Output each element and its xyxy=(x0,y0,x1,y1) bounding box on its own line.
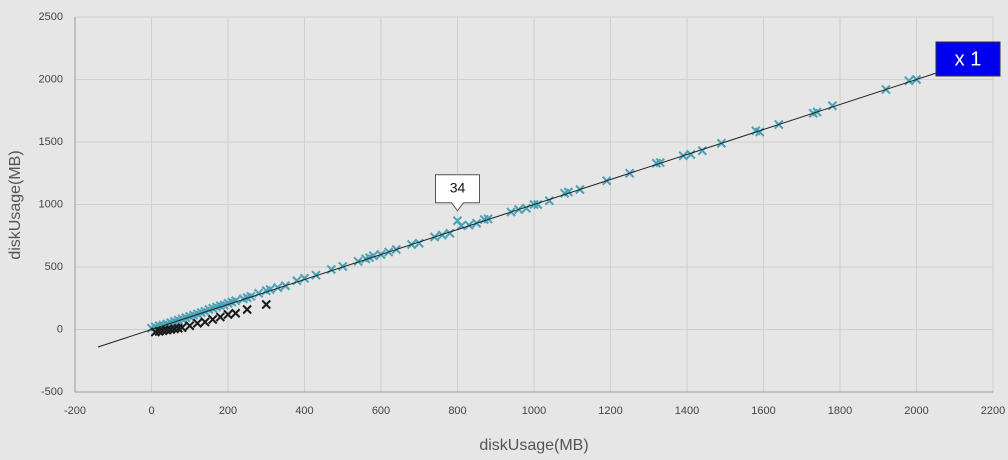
trend-line xyxy=(97,72,936,348)
x-tick-label: 800 xyxy=(448,405,466,417)
data-point xyxy=(464,220,474,230)
y-tick-label: 1500 xyxy=(39,136,63,148)
data-point xyxy=(338,261,348,272)
data-point xyxy=(273,282,283,293)
x-tick-label: 400 xyxy=(295,405,313,417)
data-point xyxy=(326,264,336,275)
x-axis-title: diskUsage(MB) xyxy=(479,437,588,454)
data-point xyxy=(563,187,574,197)
data-point xyxy=(265,284,275,295)
zoom-label[interactable]: x 1 xyxy=(955,48,982,70)
data-point xyxy=(230,296,241,306)
y-tick-label: 500 xyxy=(45,261,63,273)
data-point xyxy=(246,291,256,302)
data-point xyxy=(200,317,210,327)
data-point xyxy=(533,199,543,210)
data-point xyxy=(207,314,218,325)
data-point xyxy=(253,288,264,298)
data-point xyxy=(192,318,203,328)
x-tick-label: 1000 xyxy=(522,405,546,417)
y-tick-label: -500 xyxy=(41,386,63,398)
data-point xyxy=(456,221,467,231)
data-point xyxy=(353,256,363,267)
zoom-indicator[interactable]: x 1 xyxy=(935,41,1001,77)
annotation-box xyxy=(435,174,480,212)
y-tick-label: 0 xyxy=(57,323,63,335)
data-point xyxy=(299,273,310,283)
x-tick-label: 2000 xyxy=(904,405,928,417)
x-tick-label: 1400 xyxy=(675,405,699,417)
y-axis-title: diskUsage(MB) xyxy=(7,150,24,259)
data-point xyxy=(521,203,532,213)
y-tick-label: 1000 xyxy=(39,198,63,210)
data-point xyxy=(445,228,455,238)
x-tick-label: 600 xyxy=(372,405,390,417)
x-tick-label: 1800 xyxy=(828,405,852,417)
data-point xyxy=(754,127,765,137)
x-tick-label: 1200 xyxy=(598,405,622,417)
data-point xyxy=(437,230,447,240)
data-point xyxy=(311,270,321,280)
x-tick-label: 0 xyxy=(148,405,154,417)
data-point xyxy=(544,196,555,206)
data-point xyxy=(655,157,665,168)
y-tick-label: 2000 xyxy=(39,73,63,85)
x-tick-label: -200 xyxy=(64,405,86,417)
y-tick-label: 2500 xyxy=(39,11,63,23)
data-point xyxy=(230,308,241,318)
data-point xyxy=(215,312,226,322)
data-point xyxy=(292,276,302,286)
data-point xyxy=(686,149,696,160)
annotation-text: 34 xyxy=(450,179,466,195)
zoom-box[interactable] xyxy=(935,41,1001,77)
data-point xyxy=(827,101,838,111)
data-point xyxy=(261,299,271,310)
data-point xyxy=(904,76,914,86)
data-point xyxy=(177,322,187,333)
data-point xyxy=(697,146,708,156)
data-point xyxy=(242,304,252,315)
x-tick-label: 200 xyxy=(219,405,237,417)
data-point xyxy=(414,238,424,248)
data-point xyxy=(185,321,195,331)
data-point xyxy=(483,214,493,224)
x-tick-label: 1600 xyxy=(751,405,775,417)
annotation: 34 xyxy=(435,174,480,212)
data-point xyxy=(223,309,233,320)
x-tick-label: 2200 xyxy=(981,405,1005,417)
data-point xyxy=(368,251,379,261)
